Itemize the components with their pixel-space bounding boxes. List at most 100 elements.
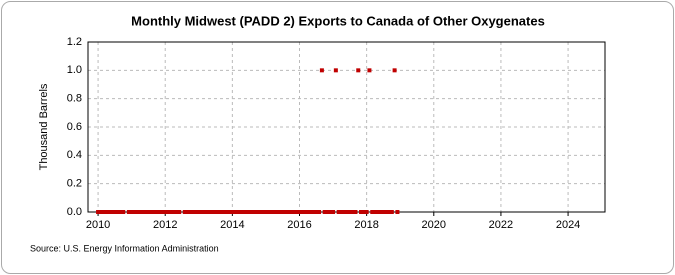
point [359, 210, 364, 214]
point [395, 210, 400, 214]
point [230, 210, 235, 214]
x-tick-label: 2014 [220, 219, 244, 231]
point [328, 210, 333, 214]
point [171, 210, 176, 214]
point [241, 210, 246, 214]
point [364, 210, 369, 214]
point [269, 210, 274, 214]
point [174, 210, 179, 214]
point [235, 210, 240, 214]
x-tick-label: 2018 [354, 219, 378, 231]
point [168, 210, 173, 214]
point [118, 210, 123, 214]
point [185, 210, 190, 214]
point [294, 210, 299, 214]
point [221, 210, 226, 214]
point [333, 68, 338, 73]
point [266, 210, 271, 214]
point [227, 210, 232, 214]
point [370, 210, 375, 214]
point [143, 210, 148, 214]
point [224, 210, 229, 214]
point [375, 210, 380, 214]
point [121, 210, 126, 214]
point [233, 210, 238, 214]
y-tick-label: 0.8 [67, 93, 82, 105]
point [210, 210, 215, 214]
y-tick-label: 1.0 [67, 64, 82, 76]
point [216, 210, 221, 214]
point [101, 210, 106, 214]
point [314, 210, 319, 214]
point [305, 210, 310, 214]
point [244, 210, 249, 214]
point [277, 210, 282, 214]
point [160, 210, 165, 214]
y-tick-label: 0.4 [67, 149, 82, 161]
x-tick-label: 2022 [489, 219, 513, 231]
point [140, 210, 145, 214]
point [199, 210, 204, 214]
point [213, 210, 218, 214]
point [373, 210, 378, 214]
point [345, 210, 350, 214]
y-tick-label: 1.2 [67, 36, 82, 48]
point [110, 210, 115, 214]
point [205, 210, 210, 214]
point [275, 210, 280, 214]
point [283, 210, 288, 214]
x-tick-label: 2016 [287, 219, 311, 231]
point [157, 210, 162, 214]
point [387, 210, 392, 214]
point [238, 210, 243, 214]
point [325, 210, 330, 214]
point [126, 210, 131, 214]
point [261, 210, 266, 214]
x-tick-label: 2020 [422, 219, 446, 231]
point [291, 210, 296, 214]
point [146, 210, 151, 214]
point [303, 210, 308, 214]
point [96, 210, 101, 214]
point [247, 210, 252, 214]
point [336, 210, 341, 214]
point [182, 210, 187, 214]
point [258, 210, 263, 214]
point [196, 210, 201, 214]
point [297, 210, 302, 214]
source: Source: U.S. Energy Information Administ… [30, 243, 219, 253]
point [188, 210, 193, 214]
point [115, 210, 120, 214]
point [104, 210, 109, 214]
point [138, 210, 143, 214]
point [112, 210, 117, 214]
point [263, 210, 268, 214]
point [300, 210, 305, 214]
point [350, 210, 355, 214]
point [378, 210, 383, 214]
point [193, 210, 198, 214]
point [249, 210, 254, 214]
point [272, 210, 277, 214]
x-tick-label: 2010 [86, 219, 110, 231]
y-axis-label: Thousand Barrels [38, 83, 50, 170]
point [389, 210, 394, 214]
point [381, 210, 386, 214]
point [252, 210, 257, 214]
point [149, 210, 154, 214]
point [280, 210, 285, 214]
point [339, 210, 344, 214]
point [286, 210, 291, 214]
point [166, 210, 171, 214]
point [135, 210, 140, 214]
point [255, 210, 260, 214]
point [392, 68, 397, 73]
point [177, 210, 182, 214]
point [154, 210, 159, 214]
point [163, 210, 168, 214]
x-tick-label: 2024 [556, 219, 580, 231]
point [347, 210, 352, 214]
y-tick-label: 0.6 [67, 121, 82, 133]
